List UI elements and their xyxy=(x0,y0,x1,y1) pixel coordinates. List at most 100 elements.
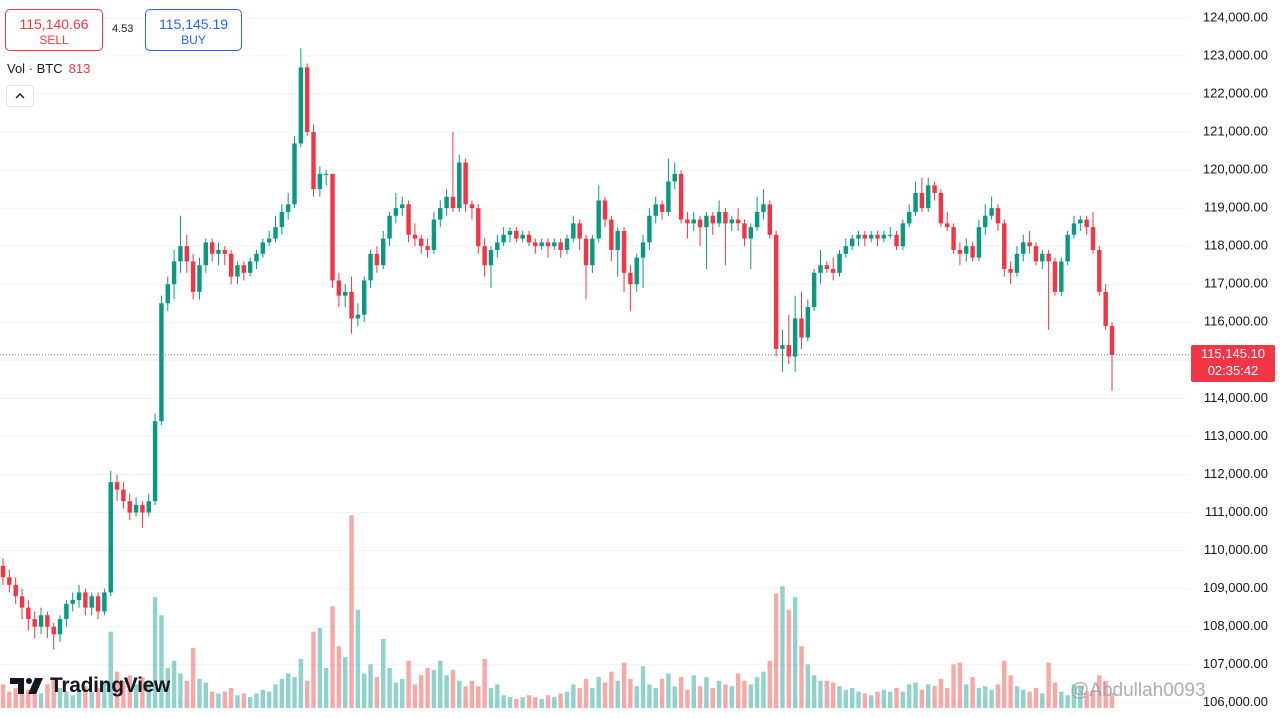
candle-body xyxy=(894,234,899,247)
buy-button[interactable]: 115,145.19 BUY xyxy=(145,9,242,51)
candle-body xyxy=(184,246,189,262)
volume-label: Vol · BTC xyxy=(7,61,63,76)
volume-bar xyxy=(913,682,918,708)
candle-body xyxy=(1002,223,1007,270)
volume-bar xyxy=(735,673,741,708)
volume-bar xyxy=(799,646,804,708)
volume-bar xyxy=(742,680,747,708)
y-tick-label: 123,000.00 xyxy=(1203,47,1268,62)
candle-body xyxy=(488,249,494,266)
candle-body xyxy=(57,619,63,635)
y-tick-label: 113,000.00 xyxy=(1204,428,1268,443)
candle-body xyxy=(273,227,278,239)
candle-body xyxy=(976,227,982,258)
volume-bar xyxy=(919,689,925,708)
volume-bar xyxy=(438,660,443,708)
volume-bar xyxy=(602,682,608,708)
volume-bar xyxy=(127,675,132,708)
volume-bar xyxy=(13,688,18,708)
volume-bar xyxy=(209,691,215,708)
candle-body xyxy=(875,234,880,239)
volume-bar xyxy=(1065,695,1070,708)
candle-body xyxy=(735,219,741,224)
collapse-button[interactable] xyxy=(6,85,34,107)
y-tick-label: 112,000.00 xyxy=(1204,466,1268,481)
candle-body xyxy=(209,242,215,254)
candle-body xyxy=(723,211,728,224)
volume-bar xyxy=(596,677,601,708)
volume-bar xyxy=(317,628,323,708)
volume-bars xyxy=(0,515,1115,708)
candle-body xyxy=(647,215,652,243)
last-price: 115,145.10 xyxy=(1200,346,1266,361)
volume-bar xyxy=(514,698,519,708)
candle-body xyxy=(45,615,50,627)
candle-body xyxy=(1065,234,1070,262)
y-tick-label: 114,000.00 xyxy=(1204,390,1268,405)
volume-bar xyxy=(482,658,487,708)
volume-bar xyxy=(704,677,709,708)
candle-body xyxy=(1090,227,1096,250)
volume-bar xyxy=(381,638,386,708)
volume-legend: Vol · BTC 813 xyxy=(7,61,90,76)
volume-bar xyxy=(678,677,684,708)
y-tick-label: 106,000.00 xyxy=(1203,694,1268,709)
volume-bar xyxy=(837,686,842,708)
candle-body xyxy=(83,592,88,608)
volume-bar xyxy=(400,678,405,708)
volume-bar xyxy=(849,688,855,708)
candle-body xyxy=(476,208,481,247)
volume-bar xyxy=(431,669,437,708)
volume-bar xyxy=(171,660,177,708)
volume-bar xyxy=(780,586,785,708)
volume-bar xyxy=(76,689,82,708)
candle-body xyxy=(178,246,183,262)
volume-bar xyxy=(45,684,50,708)
y-tick-label: 119,000.00 xyxy=(1204,200,1268,215)
volume-bar xyxy=(843,689,849,708)
candle-body xyxy=(773,234,779,349)
candle-body xyxy=(330,173,335,281)
candle-body xyxy=(837,253,842,273)
sell-button[interactable]: 115,140.66 SELL xyxy=(5,9,103,51)
candle-body xyxy=(609,219,614,250)
candle-body xyxy=(533,242,538,247)
volume-bar xyxy=(114,671,120,708)
volume-bar xyxy=(691,675,696,708)
volume-bar xyxy=(152,597,158,708)
volume-bar xyxy=(495,684,500,708)
volume-bar xyxy=(1109,693,1115,708)
chevron-icon xyxy=(15,93,25,99)
candle-body xyxy=(114,482,120,490)
volume-bar xyxy=(501,695,506,708)
candle-body xyxy=(843,246,849,254)
volume-bar xyxy=(1002,660,1007,708)
candle-body xyxy=(742,223,747,239)
candle-body xyxy=(165,284,170,304)
volume-bar xyxy=(197,678,202,708)
candle-body xyxy=(1071,223,1077,235)
volume-bar xyxy=(754,677,760,708)
candle-body xyxy=(19,596,25,608)
candle-body xyxy=(1040,253,1045,262)
candle-body xyxy=(761,204,766,212)
candle-body xyxy=(989,208,994,216)
volume-bar xyxy=(533,697,538,708)
volume-bar xyxy=(507,697,513,708)
candle-body xyxy=(247,261,253,273)
volume-bar xyxy=(786,609,792,708)
candle-body xyxy=(228,253,234,277)
volume-bar xyxy=(552,697,557,708)
candle-body xyxy=(482,246,487,266)
candle-body xyxy=(1052,261,1058,292)
candle-body xyxy=(260,242,266,254)
volume-bar xyxy=(1052,682,1058,708)
candle-body xyxy=(678,173,684,220)
volume-bar xyxy=(564,691,570,708)
candle-body xyxy=(400,204,405,209)
volume-bar xyxy=(64,691,69,708)
volume-bar xyxy=(330,606,335,708)
candle-body xyxy=(406,204,411,235)
candle-body xyxy=(545,242,551,247)
volume-bar xyxy=(1040,693,1045,708)
